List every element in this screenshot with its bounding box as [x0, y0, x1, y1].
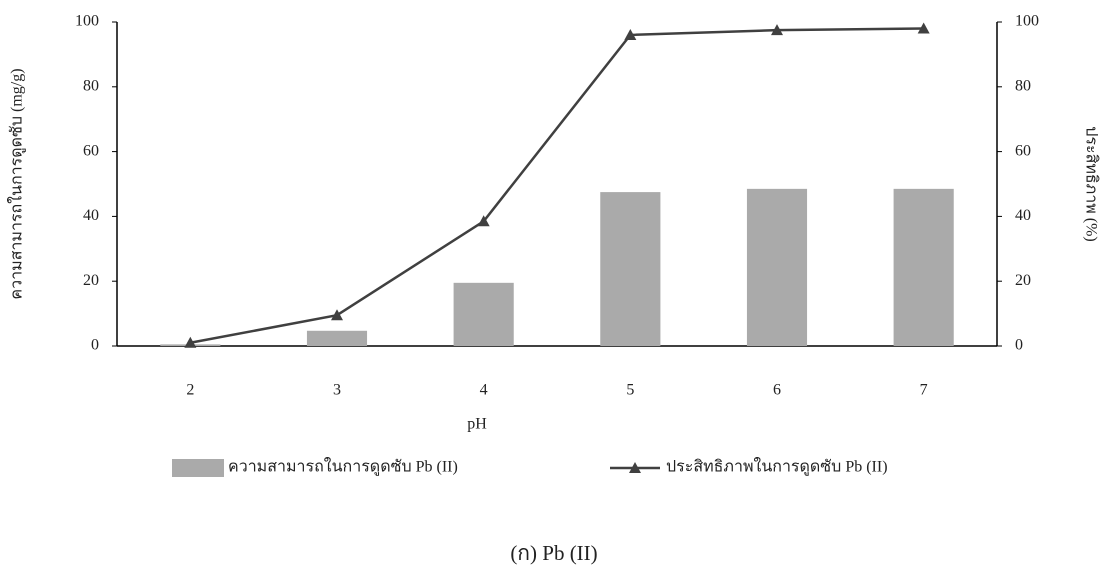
x-tick-label: 6	[773, 382, 781, 399]
point	[477, 215, 490, 227]
y-tick-label: 80	[83, 77, 99, 94]
x-tick-label: 3	[333, 382, 341, 399]
bar	[453, 282, 514, 346]
bar	[746, 188, 808, 346]
bar	[893, 188, 954, 346]
bar	[600, 192, 661, 346]
y2-tick-label: 0	[1015, 337, 1023, 354]
x-tick-label: 4	[480, 382, 488, 399]
y-tick-label: 100	[75, 13, 99, 30]
legend-label: ประสิทธิภาพในการดูดซับ Pb (II)	[666, 457, 888, 477]
y-tick-label: 40	[83, 207, 99, 224]
point	[917, 22, 930, 34]
x-tick-label: 5	[626, 382, 634, 399]
line	[190, 27, 924, 344]
x-tick-label: 7	[920, 382, 928, 399]
x-tick-label: 2	[186, 382, 194, 399]
legend-swatch	[172, 459, 224, 477]
point	[771, 24, 783, 36]
point	[624, 28, 637, 40]
legend-marker	[629, 462, 641, 473]
point	[331, 309, 343, 321]
x-axis-title: pH	[467, 416, 487, 433]
y2-tick-label: 40	[1015, 207, 1031, 224]
y2-tick-label: 80	[1015, 77, 1031, 94]
y2-tick-label: 20	[1015, 272, 1031, 289]
y-tick-label: 60	[83, 142, 99, 159]
caption: (ก) Pb (II)	[510, 541, 597, 565]
y-axis-title: ความสามารถในการดูดซับ (mg/g)	[7, 68, 27, 299]
y2-tick-label: 100	[1015, 13, 1039, 30]
point	[184, 336, 197, 348]
y-tick-label: 20	[83, 272, 99, 289]
bar	[306, 330, 368, 346]
y-tick-label: 0	[91, 337, 99, 354]
y2-tick-label: 60	[1015, 142, 1031, 159]
legend-label: ความสามารถในการดูดซับ Pb (II)	[228, 457, 458, 477]
y2-axis-title: ประสิทธิภาพ (%)	[1082, 126, 1099, 241]
